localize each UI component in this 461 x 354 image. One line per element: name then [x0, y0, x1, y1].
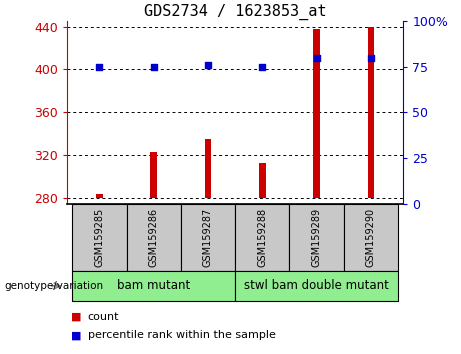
Text: stwl bam double mutant: stwl bam double mutant: [244, 279, 389, 292]
Bar: [367, 27, 374, 198]
Bar: [72, 204, 127, 271]
Point: [150, 64, 157, 70]
Text: GSM159285: GSM159285: [95, 207, 104, 267]
Text: count: count: [88, 312, 119, 322]
Bar: [235, 271, 398, 301]
Point: [96, 64, 103, 70]
Text: bam mutant: bam mutant: [117, 279, 190, 292]
Bar: [290, 204, 343, 271]
Title: GDS2734 / 1623853_at: GDS2734 / 1623853_at: [144, 4, 326, 20]
Bar: [127, 204, 181, 271]
Point: [313, 55, 320, 61]
Text: percentile rank within the sample: percentile rank within the sample: [88, 330, 276, 341]
Text: ■: ■: [71, 330, 82, 341]
Bar: [96, 194, 103, 198]
Text: GSM159287: GSM159287: [203, 207, 213, 267]
Point: [259, 64, 266, 70]
Text: GSM159289: GSM159289: [312, 207, 321, 267]
Bar: [235, 204, 290, 271]
Point: [367, 55, 374, 61]
Text: GSM159288: GSM159288: [257, 207, 267, 267]
Bar: [259, 163, 266, 198]
Bar: [150, 152, 157, 198]
Bar: [205, 139, 211, 198]
Text: GSM159290: GSM159290: [366, 207, 376, 267]
Text: ■: ■: [71, 312, 82, 322]
Text: GSM159286: GSM159286: [149, 207, 159, 267]
Point: [204, 62, 212, 68]
Bar: [72, 271, 235, 301]
Bar: [343, 204, 398, 271]
Text: genotype/variation: genotype/variation: [5, 281, 104, 291]
Bar: [181, 204, 235, 271]
Bar: [313, 29, 320, 198]
